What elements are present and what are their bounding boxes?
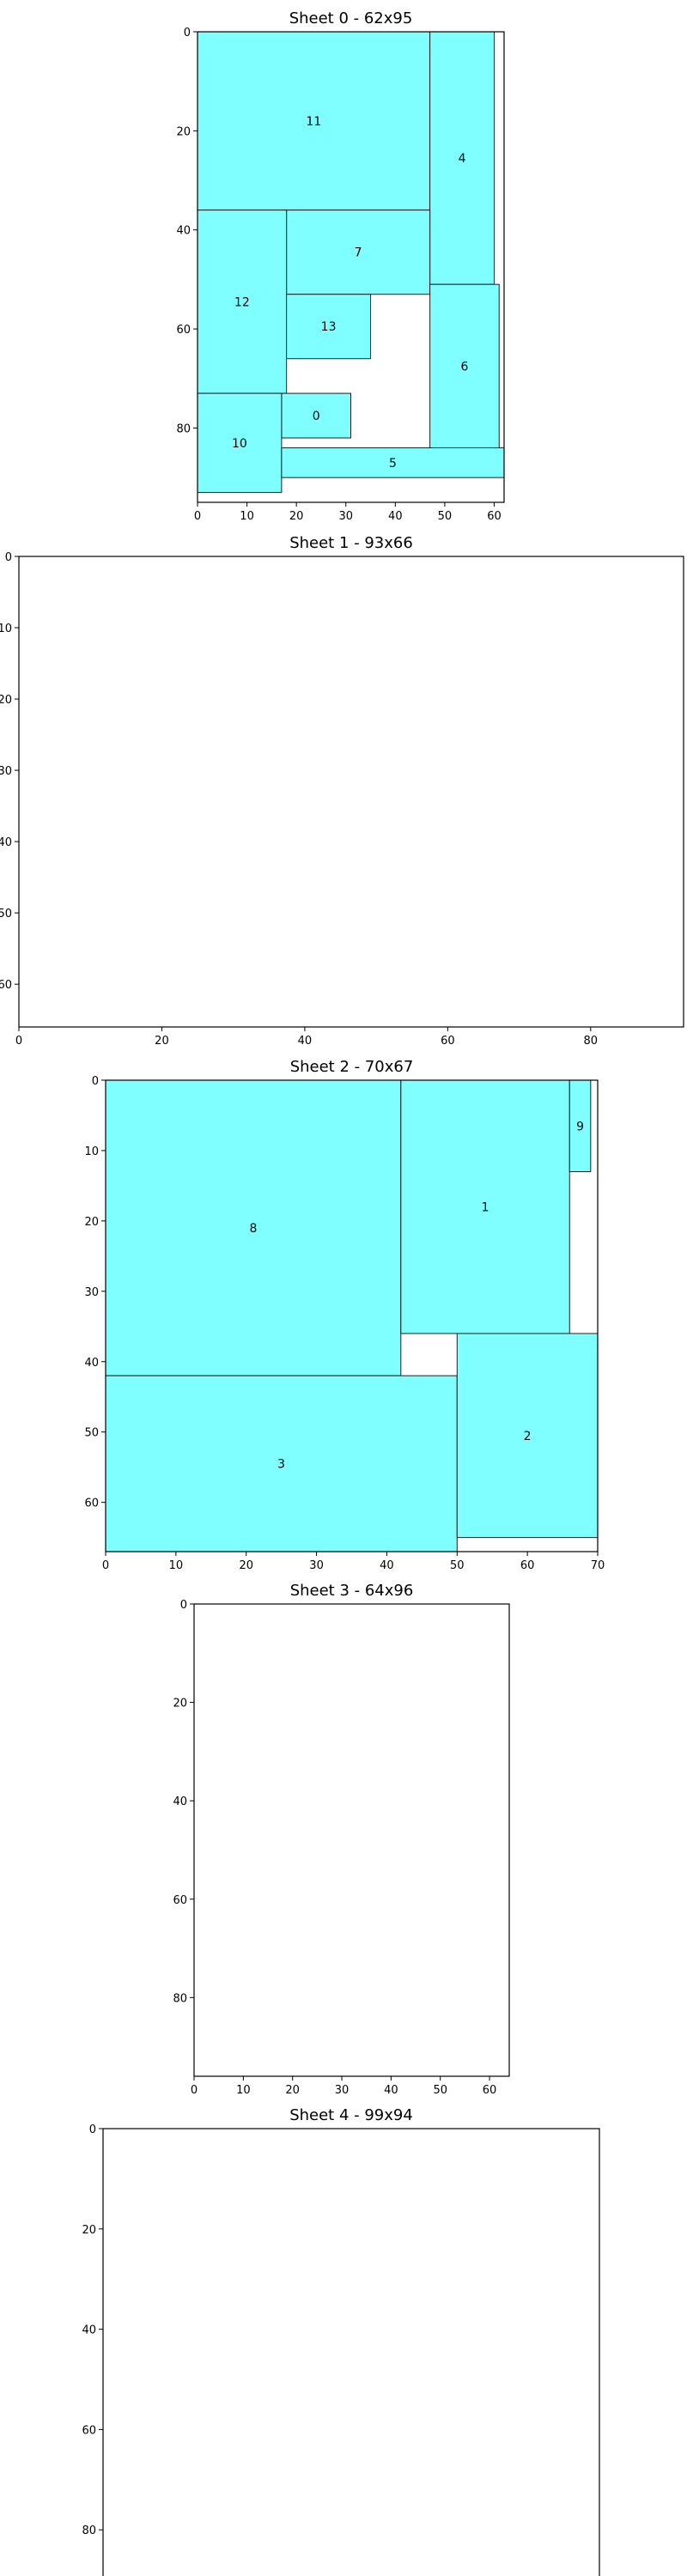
sheet-0-piece-13 [286,294,372,360]
sheet-4-ytick-label: 80 [82,2524,96,2537]
sheet-2-piece-2 [456,1333,599,1539]
sheet-3-xtick-label: 10 [236,2084,251,2097]
sheet-2-xtick-label: 50 [450,1559,465,1572]
sheet-3-xtick-label: 0 [191,2084,198,2097]
sheet-0-xtick-label: 30 [338,510,353,523]
sheet-2-title: Sheet 2 - 70x67 [290,1058,414,1076]
sheet-4-frame [102,2128,600,2576]
sheet-2-xtick-label: 60 [520,1559,535,1572]
sheet-4-ytick-label: 0 [89,2123,96,2136]
sheet-0-piece-label: 13 [321,320,337,334]
sheet-0-xtick-label: 10 [240,510,254,523]
sheet-2-piece-label: 8 [249,1222,257,1236]
sheet-2-piece-label: 3 [277,1458,285,1472]
sheet-3-title: Sheet 3 - 64x96 [290,1582,414,1600]
sheet-2-ytick-label: 20 [84,1216,99,1229]
sheet-2-xtick-label: 30 [309,1559,324,1572]
sheet-0-ytick-label: 40 [176,225,191,238]
sheet-0-piece-4 [429,31,495,285]
sheet-3-xtick-label: 40 [384,2084,398,2097]
sheet-0-xtick-label: 50 [438,510,453,523]
sheet-2-ytick-label: 0 [92,1075,99,1088]
sheet-1-chart: Sheet 1 - 93x66 0 20 40 60 80 0 10 20 30 40 50 60 [0,534,684,1048]
sheet-3-ytick-label: 40 [173,1795,187,1808]
sheet-2-xtick-label: 20 [239,1559,253,1572]
sheet-0-xtick-label: 60 [487,510,502,523]
sheet-3-xtick-label: 50 [433,2084,447,2097]
sheet-3-chart: Sheet 3 - 64x96 0 10 20 30 40 50 60 0 20 40 60 80 [173,1582,510,2097]
sheet-1-ytick-label: 20 [0,694,12,707]
sheet-3-ytick-label: 80 [173,1992,187,2005]
sheet-0-xtick-label: 0 [194,510,201,523]
sheet-1-xtick-label: 60 [441,1035,455,1048]
sheet-0-piece-6 [429,283,500,449]
sheet-3-ytick-label: 60 [173,1894,187,1907]
sheet-0-piece-label: 12 [234,295,250,309]
sheet-2-piece-label: 9 [576,1120,584,1133]
sheet-2-piece-8 [105,1079,402,1376]
sheet-4-ytick-label: 40 [82,2324,96,2337]
sheet-0-piece-0 [281,392,351,439]
sheet-3-ytick-label: 0 [180,1599,187,1612]
sheet-0-ytick-label: 20 [176,125,191,138]
sheet-1-title: Sheet 1 - 93x66 [289,534,413,552]
sheet-2-ytick-label: 10 [84,1145,99,1158]
sheet-0-piece-label: 4 [459,152,466,166]
sheet-3-frame [193,1603,510,2077]
sheet-2-ytick-label: 50 [84,1427,99,1440]
sheet-0-piece-label: 6 [460,360,468,374]
sheet-3-xtick-label: 30 [335,2084,350,2097]
sheet-1-ytick-label: 0 [5,551,12,564]
sheet-0-piece-label: 7 [355,246,362,260]
sheet-2-xtick-label: 10 [169,1559,184,1572]
sheet-2-ytick-label: 30 [84,1286,99,1299]
sheet-0-piece-11 [197,31,431,211]
sheet-1-xtick-label: 0 [15,1035,22,1048]
sheet-0-xtick-label: 20 [289,510,304,523]
sheet-0-xtick-label: 40 [388,510,403,523]
sheet-0-piece-12 [197,210,288,394]
sheet-0-piece-label: 11 [306,115,321,129]
sheet-4-ytick-label: 60 [82,2424,96,2437]
sheet-2-xtick-label: 70 [591,1559,605,1572]
sheet-2-xtick-label: 0 [102,1559,109,1572]
sheet-1-ytick-label: 40 [0,836,12,849]
sheet-1-xtick-label: 20 [155,1035,169,1048]
sheet-1-ytick-label: 60 [0,979,12,992]
sheet-3-ytick-label: 20 [173,1698,187,1710]
sheet-0-piece-7 [286,210,431,295]
sheet-0-piece-5 [281,447,505,478]
sheet-0-piece-label: 10 [232,437,247,451]
sheet-1-frame [18,556,684,1028]
sheet-1-xtick-label: 40 [298,1035,313,1048]
sheet-1-ytick-label: 50 [0,908,12,920]
sheet-0-ytick-label: 60 [176,324,191,337]
sheet-1-xtick-label: 80 [584,1035,599,1048]
sheet-1-ytick-label: 10 [0,623,12,635]
sheet-2-piece-label: 1 [482,1200,489,1214]
sheet-0-ytick-label: 80 [176,422,191,435]
sheet-2-ytick-label: 40 [84,1357,99,1370]
sheet-4-chart: Sheet 4 - 99x94020406080020406080 [82,2106,600,2576]
sheet-2-ytick-label: 60 [84,1498,99,1510]
sheet-2-xtick-label: 40 [380,1559,394,1572]
sheet-0-piece-label: 5 [389,457,397,471]
sheet-1-ytick-label: 30 [0,765,12,778]
sheet-0-piece-10 [197,392,283,493]
sheet-0-frame [197,31,505,503]
sheet-2-piece-1 [400,1079,570,1334]
sheet-4-ytick-label: 20 [82,2224,96,2237]
sheet-2-piece-label: 2 [524,1430,532,1443]
sheet-4-title: Sheet 4 - 99x94 [289,2106,413,2124]
sheet-0-ytick-label: 0 [184,27,191,39]
sheet-0-piece-label: 0 [313,410,320,423]
sheet-3-xtick-label: 60 [483,2084,497,2097]
sheet-2-frame [105,1079,599,1552]
sheet-2-piece-3 [105,1375,458,1552]
sheet-0-title: Sheet 0 - 62x95 [289,9,413,27]
sheet-3-xtick-label: 20 [285,2084,300,2097]
